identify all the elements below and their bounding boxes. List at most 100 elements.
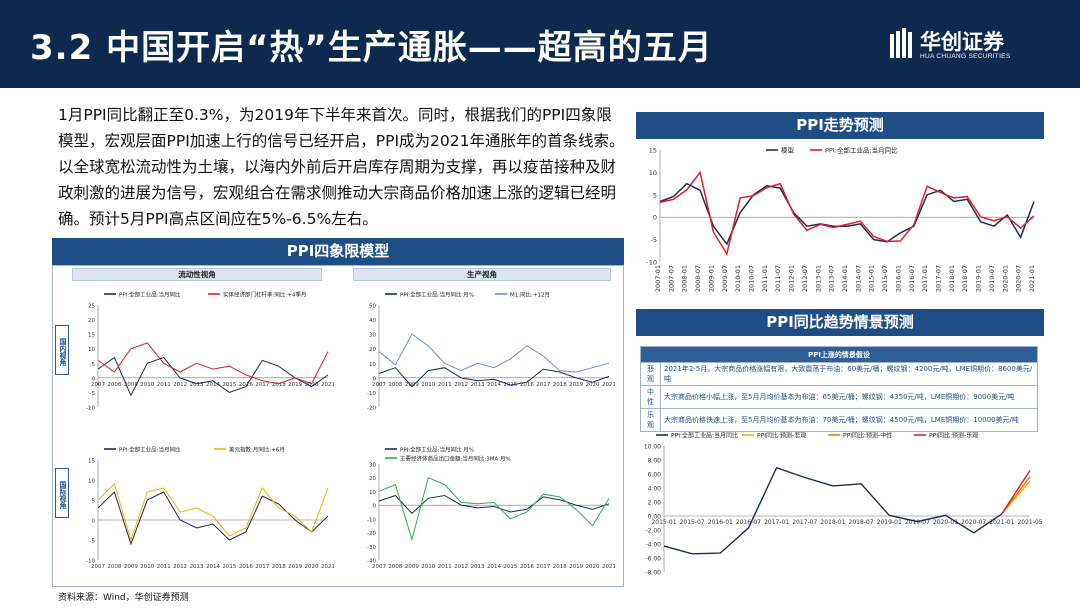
x-tick-label: 2016 — [520, 564, 534, 570]
x-tick-label: 2017 — [536, 382, 550, 388]
y-tick-label: 30 — [369, 333, 376, 339]
logo-text-en: HUA CHUANG SECURITIES — [920, 53, 1011, 60]
table-row: 中性 大宗商品价格小幅上涨，至5月月均价基本为布油：65美元/桶；螺纹钢：4350… — [640, 385, 1038, 409]
x-tick-label: 2017-01 — [921, 265, 929, 292]
y-tick-label: 0 — [92, 376, 96, 382]
x-tick-label: 2018 — [553, 564, 567, 570]
x-tick-label: 2008 — [107, 382, 121, 388]
y-tick-label: -5 — [90, 539, 96, 545]
quad-row-label-domestic: 国内视角 — [55, 325, 69, 375]
y-tick-label: 10 — [88, 347, 95, 353]
y-tick-label: -20 — [367, 531, 376, 537]
y-tick-label: 10 — [88, 479, 95, 485]
quad-row-label-international: 国际视角 — [55, 468, 69, 518]
quad-col-head-production: 生产视角 — [353, 268, 611, 281]
x-tick-label: 2014 — [206, 564, 220, 570]
x-tick-label: 2008 — [388, 382, 402, 388]
y-tick-label: 10.00 — [644, 444, 661, 451]
x-tick-label: 2018-01 — [948, 265, 956, 292]
x-tick-label: 2020-01 — [933, 519, 958, 526]
scenario-text: 大宗商品价格快速上涨，至5月月均价基本为布油：70美元/桶；螺纹钢：4500元/… — [660, 408, 1038, 432]
y-tick-label: 4.00 — [648, 486, 662, 493]
x-tick-label: 2018-01 — [820, 519, 845, 526]
page-title: 3.2 中国开启“热”生产通胀——超高的五月 — [30, 28, 713, 68]
ppi-trend-chart: -10 -5 0 5 10 15 2007-01 2007-07 2008-01 2008-07 2… — [646, 146, 1036, 293]
x-tick-label: 2016-07 — [908, 265, 916, 292]
y-tick-label: 10 — [649, 169, 657, 177]
x-tick-label: 2020 — [586, 564, 600, 570]
x-tick-label: 2020 — [305, 564, 319, 570]
x-tick-label: 2019-01 — [877, 519, 902, 526]
y-tick-label: -2.00 — [645, 528, 661, 535]
x-tick-label: 2013 — [190, 382, 204, 388]
scenario-text: 大宗商品价格小幅上涨，至5月月均价基本为布油：65美元/桶；螺纹钢：4350元/… — [660, 385, 1038, 409]
x-tick-label: 2016 — [239, 382, 253, 388]
scenario-label: 悲观 — [640, 362, 661, 386]
y-tick-label: 20 — [369, 347, 376, 353]
y-tick-label: -30 — [367, 545, 376, 551]
y-tick-label: -5 — [651, 236, 657, 244]
x-tick-label: 2010 — [140, 564, 154, 570]
series-line — [378, 367, 610, 388]
x-tick-label: 2021-01 — [989, 519, 1014, 526]
x-tick-label: 2019-01 — [975, 265, 983, 292]
x-tick-label: 2017-07 — [935, 265, 943, 292]
x-tick-label: 2020-07 — [1015, 265, 1023, 292]
x-tick-label: 2010-01 — [734, 265, 742, 292]
y-tick-label: 0 — [373, 376, 377, 382]
x-tick-label: 2014 — [206, 382, 220, 388]
x-tick-label: 2015 — [503, 564, 517, 570]
x-tick-label: 2019 — [569, 382, 583, 388]
y-tick-label: 20 — [88, 318, 95, 324]
x-tick-label: 2015 — [222, 564, 236, 570]
y-tick-label: -20 — [367, 406, 376, 412]
x-tick-label: 2014 — [487, 382, 501, 388]
y-tick-label: -10 — [646, 259, 657, 267]
x-tick-label: 2020-01 — [1001, 265, 1009, 292]
x-tick-label: 2020-07 — [961, 519, 986, 526]
x-tick-label: 2021 — [602, 382, 615, 388]
x-tick-label: 2007 — [91, 564, 105, 570]
x-tick-label: 2012-07 — [801, 265, 809, 292]
x-tick-label: 2012 — [173, 564, 187, 570]
y-tick-label: 5 — [92, 499, 96, 505]
series-line — [659, 170, 1035, 256]
x-tick-label: 2016-07 — [736, 519, 761, 526]
x-tick-label: 2017-01 — [764, 519, 789, 526]
table-row: 乐观 大宗商品价格快速上涨，至5月月均价基本为布油：70美元/桶；螺纹钢：4500… — [640, 408, 1038, 432]
x-tick-label: 2017 — [536, 564, 550, 570]
x-tick-label: 2009 — [405, 564, 419, 570]
y-tick-label: 6.00 — [648, 472, 662, 479]
x-tick-label: 2008-07 — [694, 265, 702, 292]
x-tick-label: 2012 — [454, 382, 468, 388]
x-tick-label: 2015-01 — [651, 519, 676, 526]
legend-label: M1:同比:+12月 — [510, 291, 550, 299]
y-tick-label: 5 — [653, 191, 657, 199]
x-tick-label: 2015-07 — [680, 519, 705, 526]
x-tick-label: 2013 — [190, 564, 204, 570]
legend-label: 主要经济体商品出口金额:当月同比:3MA 月% — [400, 455, 511, 463]
series-line — [1001, 470, 1031, 515]
legend-label: PPI:全部工业品:当月同比 — [825, 146, 898, 155]
x-tick-label: 2017 — [255, 382, 269, 388]
x-tick-label: 2009 — [405, 382, 419, 388]
legend-label: PPI:全部工业品:当月同比 — [671, 432, 738, 440]
x-tick-label: 2015 — [222, 382, 236, 388]
y-tick-label: -10 — [367, 391, 376, 397]
series-line — [659, 182, 1035, 246]
y-tick-label: 8.00 — [648, 458, 662, 465]
logo-mark-icon — [890, 28, 912, 58]
x-tick-label: 2013-07 — [828, 265, 836, 292]
scenario-label: 中性 — [640, 385, 661, 409]
x-tick-label: 2009-01 — [707, 265, 715, 292]
scenario-head: PPI同比趋势情景预测 — [636, 309, 1044, 336]
legend-label: PPI:全部工业品:当月同比 月% — [400, 291, 474, 299]
x-tick-label: 2016-01 — [708, 519, 733, 526]
y-tick-label: -5 — [90, 391, 96, 397]
y-tick-label: 0.00 — [648, 514, 662, 521]
legend-label: PPI:全部工业品:当月同比 — [119, 291, 181, 299]
y-tick-label: 40 — [369, 318, 376, 324]
quad-model-head: PPI四象限模型 — [52, 238, 624, 265]
